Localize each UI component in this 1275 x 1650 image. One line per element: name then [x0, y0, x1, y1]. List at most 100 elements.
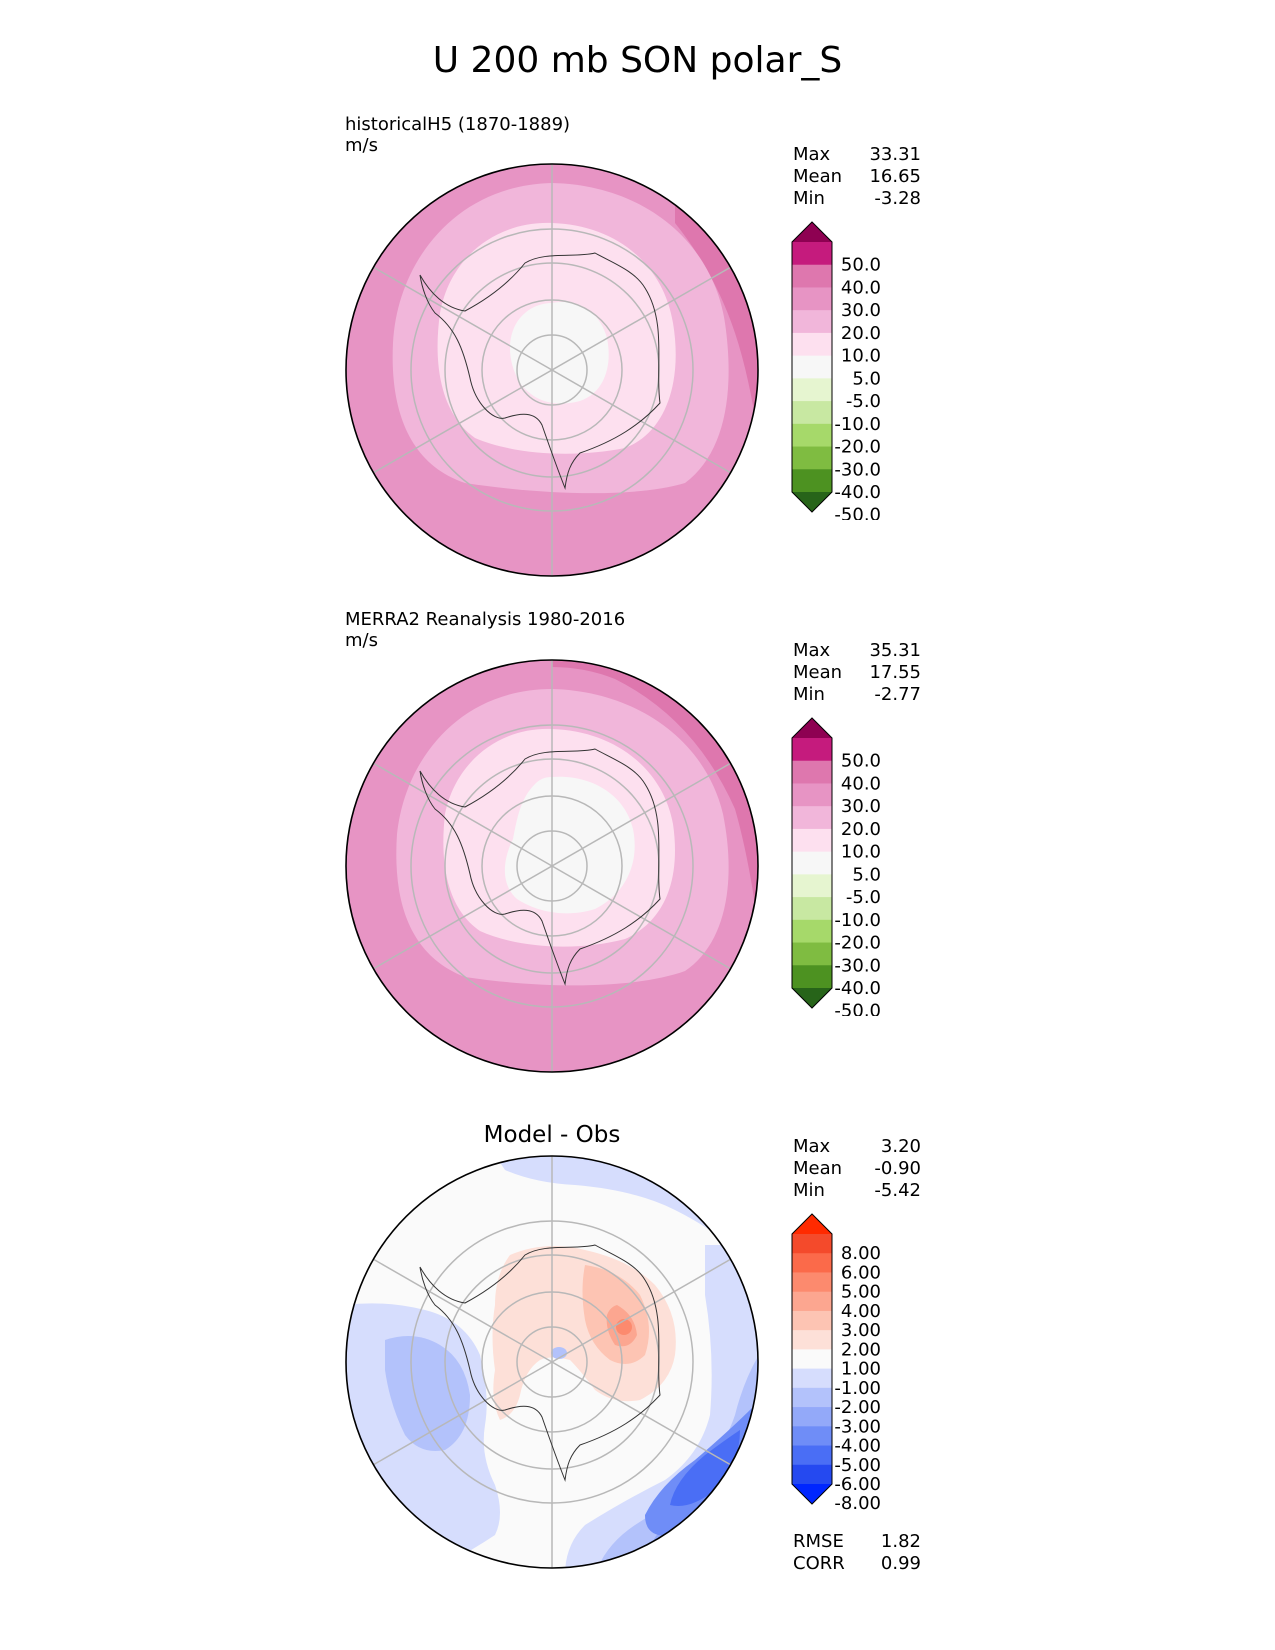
colorbar-segment [792, 264, 832, 288]
colorbar-tick-label: 50.0 [841, 751, 881, 772]
figure-title: U 200 mb SON polar_S [432, 40, 843, 81]
coastline [419, 748, 661, 986]
stats-block: Max 35.31 Mean 17.55 Min -2.77 [793, 640, 921, 706]
colorbar-extend-min [792, 1484, 832, 1504]
colorbar-segment [792, 332, 832, 357]
colorbar-outline [791, 221, 833, 513]
colorbar-tick-label: -50.0 [834, 1001, 881, 1016]
colorbar-tick-label: 3.00 [841, 1320, 881, 1341]
colorbar-segment [792, 469, 832, 493]
map-boundary [345, 1155, 759, 1569]
colorbar-tick-label: 30.0 [841, 300, 881, 321]
colorbar-tick-label: -40.0 [834, 482, 881, 503]
colorbar-segment [792, 738, 832, 762]
colorbar-tick-label: 10.0 [841, 842, 881, 863]
colorbar-segment [792, 874, 832, 898]
colorbar-segment [792, 1234, 832, 1254]
colorbar-segment [792, 287, 832, 311]
colorbar-tick-label: -20.0 [834, 437, 881, 458]
colorbar-segment [792, 1330, 832, 1350]
colorbar-tick-label: -6.00 [834, 1474, 881, 1495]
stats-block: Max 3.20 Mean -0.90 Min -5.42 [793, 1136, 921, 1202]
colorbar-segment [792, 1464, 832, 1485]
colorbar: 50.040.030.020.010.05.0-5.0-10.0-20.0-30… [791, 717, 881, 1016]
polar-map [345, 1155, 759, 1569]
colorbar-segment [792, 446, 832, 470]
colorbar-segment [792, 942, 832, 966]
colorbar-tick-label: -5.0 [846, 887, 881, 908]
colorbar-segment [792, 1310, 832, 1331]
contour-fill-neg5-5 [509, 302, 609, 404]
colorbar-tick-label: -2.00 [834, 1397, 881, 1418]
colorbar-extend-max [792, 718, 832, 738]
contour-fill-neg6-neg5 [670, 1430, 740, 1506]
colorbar-tick-label: -30.0 [834, 955, 881, 976]
panel-title: Model - Obs [483, 1122, 621, 1148]
colorbar-extend-min [792, 492, 832, 512]
colorbar-extend-min [792, 988, 832, 1008]
colorbar-tick-label: 8.00 [841, 1243, 881, 1264]
colorbar-tick-label: -40.0 [834, 978, 881, 999]
colorbar-tick-label: 20.0 [841, 323, 881, 344]
polar-map [345, 659, 759, 1073]
panel-label: MERRA2 Reanalysis 1980-2016 [345, 609, 626, 630]
graticule [372, 660, 732, 1072]
colorbar-tick-label: 40.0 [841, 277, 881, 298]
stat-min: Min -5.42 [793, 1180, 921, 1201]
colorbar-tick-label: -50.0 [834, 505, 881, 520]
colorbar-tick-label: -4.00 [834, 1436, 881, 1457]
colorbar-segment [792, 1291, 832, 1312]
contour-fill-neg5-5 [504, 776, 635, 914]
colorbar-segment [792, 355, 832, 379]
polar-map [345, 163, 759, 577]
colorbar-segment [792, 1349, 832, 1370]
colorbar-tick-label: -3.00 [834, 1416, 881, 1437]
colorbar-segment [792, 1445, 832, 1466]
colorbar-segment [792, 851, 832, 875]
colorbar-tick-label: -20.0 [834, 933, 881, 954]
colorbar-tick-label: -5.0 [846, 391, 881, 412]
colorbar-segment [792, 242, 832, 266]
colorbar-segment [792, 1387, 832, 1408]
panel-units: m/s [345, 630, 378, 651]
coastline [419, 252, 661, 490]
colorbar-segment [792, 760, 832, 784]
colorbar-tick-label: -30.0 [834, 459, 881, 480]
stats-block: Max 33.31 Mean 16.65 Min -3.28 [793, 144, 921, 210]
map-boundary [345, 659, 759, 1073]
colorbar-segment [792, 401, 832, 425]
colorbar-segment [792, 806, 832, 830]
graticule [372, 164, 732, 576]
stat-min: Min -2.77 [793, 684, 921, 705]
coastline [419, 1244, 661, 1482]
colorbar-tick-label: 5.0 [852, 368, 881, 389]
colorbar-extend-max [792, 222, 832, 242]
stat-rmse: RMSE 1.82 [793, 1531, 921, 1552]
colorbar-segment [792, 1407, 832, 1427]
colorbar-tick-label: 6.00 [841, 1262, 881, 1283]
colorbar-segment [792, 1272, 832, 1293]
colorbar-segment [792, 1253, 832, 1273]
colorbar-tick-label: -10.0 [834, 414, 881, 435]
colorbar: 8.006.005.004.003.002.001.00-1.00-2.00-3… [791, 1213, 881, 1512]
panel-units: m/s [345, 135, 378, 156]
contour-fill-30-40 [552, 660, 758, 989]
colorbar-outline [791, 717, 833, 1009]
stat-max: Max 33.31 [793, 144, 921, 165]
colorbar-tick-label: -10.0 [834, 910, 881, 931]
colorbar-segment [792, 1368, 832, 1389]
map-boundary [345, 163, 759, 577]
stat-corr: CORR 0.99 [793, 1553, 921, 1574]
colorbar-tick-label: 4.00 [841, 1301, 881, 1322]
colorbar-tick-label: -8.00 [834, 1493, 881, 1512]
colorbar-segment [792, 897, 832, 921]
colorbar-segment [792, 965, 832, 989]
error-stats-block: RMSE 1.82 CORR 0.99 [793, 1531, 921, 1575]
colorbar-segment [792, 783, 832, 807]
colorbar-segment [792, 310, 832, 334]
stat-mean: Mean 17.55 [793, 662, 921, 683]
colorbar-tick-label: -5.00 [834, 1455, 881, 1476]
panel-label: historicalH5 (1870-1889) [345, 114, 571, 135]
colorbar-tick-label: 5.0 [852, 864, 881, 885]
colorbar-segment [792, 378, 832, 402]
